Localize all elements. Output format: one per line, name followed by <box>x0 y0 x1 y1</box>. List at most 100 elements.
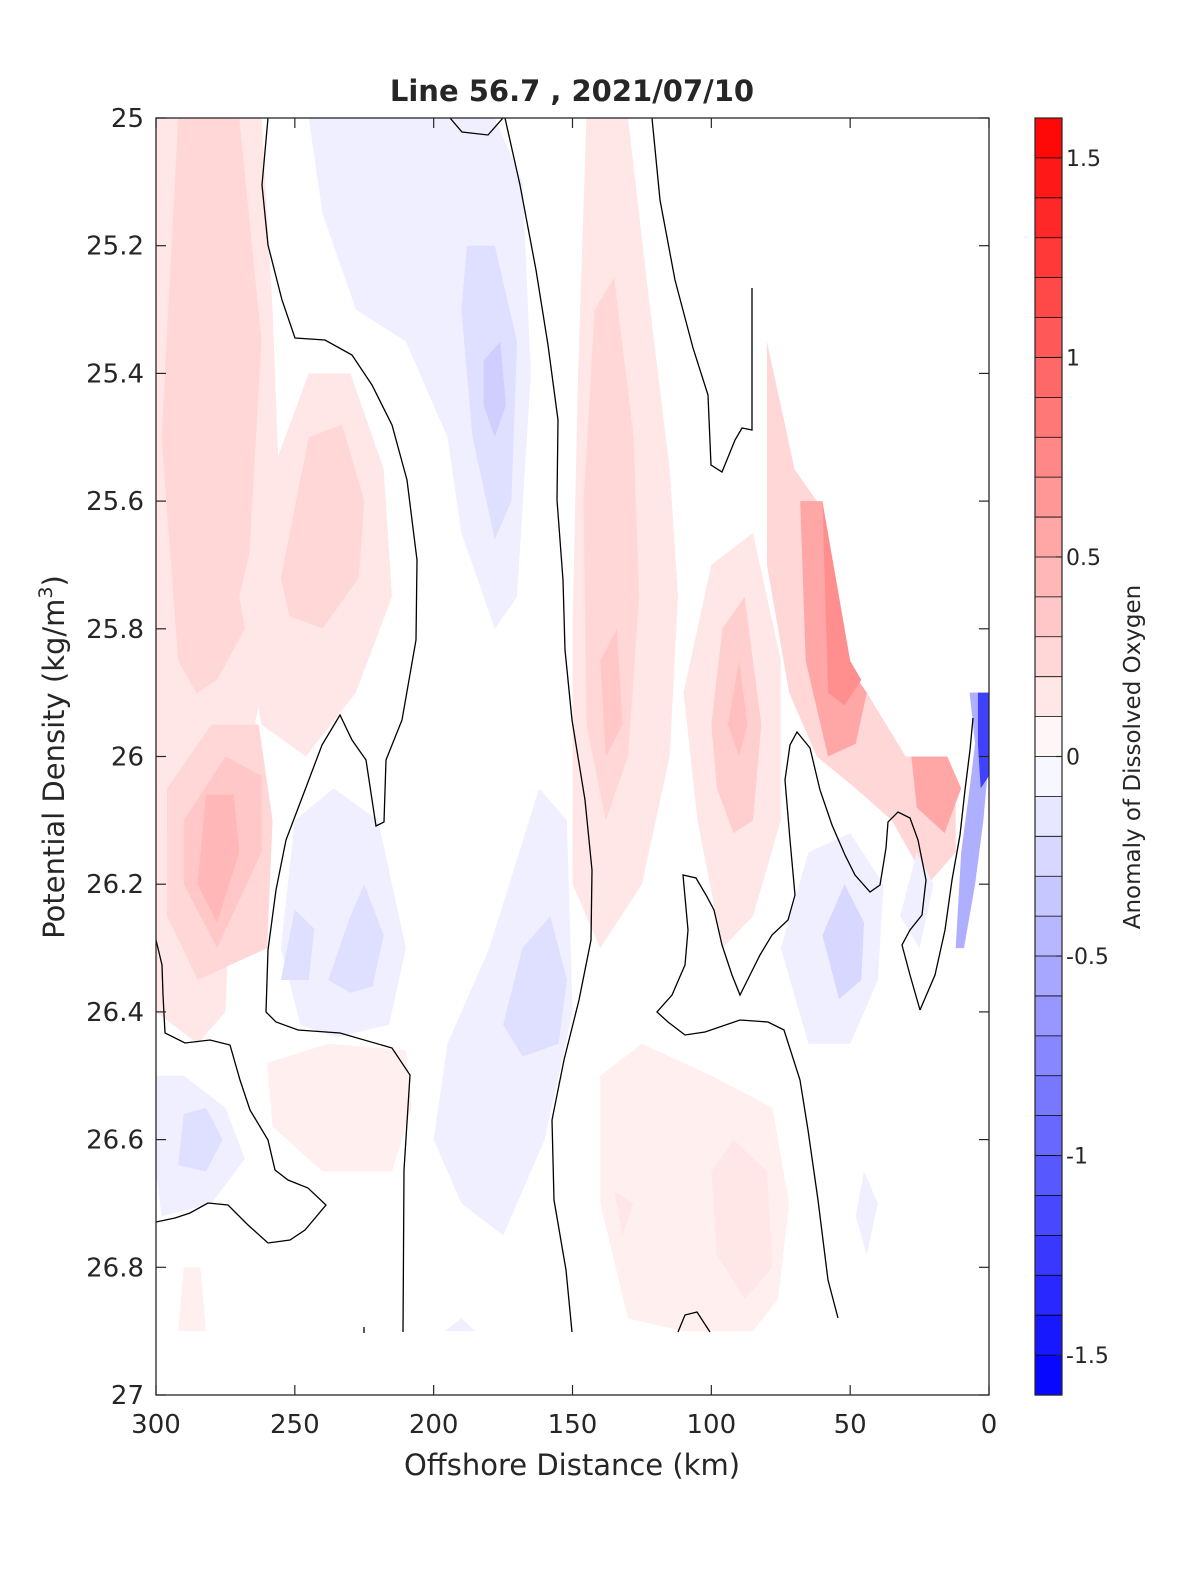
colorbar-band <box>1035 956 1062 997</box>
x-tick-label: 100 <box>687 1410 737 1440</box>
x-tick-label: 300 <box>131 1410 181 1440</box>
anomaly-region <box>822 884 864 1000</box>
anomaly-region <box>444 1318 476 1332</box>
colorbar-tick-label: 1.5 <box>1066 147 1101 172</box>
y-tick-label: 26.2 <box>86 870 144 900</box>
y-tick-label: 27 <box>111 1381 144 1411</box>
colorbar-band <box>1035 517 1062 558</box>
y-tick-label: 25.6 <box>86 487 144 517</box>
colorbar-tick-label: -1.5 <box>1066 1344 1109 1369</box>
x-tick-label: 0 <box>981 1410 998 1440</box>
anomaly-region <box>178 1107 223 1172</box>
x-axis: 300 250 200 150 100 50 0 <box>131 118 997 1440</box>
y-tick-label: 25 <box>111 104 144 134</box>
zero-contour-line <box>504 118 593 1333</box>
anomaly-region <box>161 118 262 706</box>
anomaly-region <box>433 788 573 1236</box>
y-axis-label-end: ) <box>37 575 71 586</box>
zero-contour-line <box>919 717 974 1011</box>
anomaly-region <box>614 1190 634 1236</box>
y-tick-label: 25.2 <box>86 232 144 262</box>
y-tick-label: 26 <box>111 743 144 773</box>
zero-contour-line <box>261 118 418 1333</box>
colorbar-band <box>1035 1275 1062 1316</box>
anomaly-region <box>911 756 962 834</box>
colorbar-band <box>1035 1235 1062 1276</box>
y-axis-label-main: Potential Density (kg/m <box>37 599 71 939</box>
colorbar-band <box>1035 556 1062 598</box>
colorbar-band <box>1035 1155 1062 1197</box>
y-axis-label: Potential Density (kg/m3) <box>35 575 71 939</box>
y-tick-label: 26.8 <box>86 1253 144 1283</box>
colorbar-label: Anomaly of Dissolved Oxygen <box>1120 585 1146 930</box>
colorbar-band <box>1035 916 1062 957</box>
zero-contour-line <box>651 118 753 473</box>
anomaly-region <box>822 501 862 706</box>
colorbar-band <box>1035 237 1062 279</box>
colorbar-tick-label: -1 <box>1066 1145 1088 1170</box>
x-tick-label: 50 <box>834 1410 867 1440</box>
colorbar-band <box>1035 357 1062 398</box>
y-tick-label: 26.4 <box>86 998 144 1028</box>
anomaly-region <box>280 909 315 980</box>
colorbar-band <box>1035 397 1062 438</box>
colorbar-band <box>1035 1195 1062 1236</box>
anomaly-region <box>977 692 989 789</box>
colorbar-tick-label: 1 <box>1066 346 1080 371</box>
anomaly-region <box>711 1139 773 1300</box>
colorbar-tick-label: 0 <box>1066 746 1080 771</box>
x-tick-label: 150 <box>548 1410 598 1440</box>
anomaly-region <box>197 794 240 923</box>
colorbar-band <box>1035 676 1062 718</box>
colorbar-band <box>1035 836 1062 877</box>
colorbar-tick-label: -0.5 <box>1066 945 1109 970</box>
colorbar-tick-label: 0.5 <box>1066 546 1101 571</box>
colorbar-band <box>1035 995 1062 1037</box>
colorbar-band <box>1035 157 1062 199</box>
anomaly-region <box>178 1267 206 1332</box>
colorbar-band <box>1035 1115 1062 1157</box>
colorbar-band <box>1035 1355 1062 1396</box>
zero-contour-line <box>156 939 327 1244</box>
zero-contour-line <box>656 730 927 1319</box>
anomaly-region <box>766 341 956 885</box>
anomaly-region <box>267 1043 412 1172</box>
colorbar-band <box>1035 716 1062 758</box>
colorbar-band <box>1035 876 1062 917</box>
y-tick-label: 25.8 <box>86 615 144 645</box>
x-tick-label: 250 <box>270 1410 320 1440</box>
x-tick-label: 200 <box>409 1410 459 1440</box>
zero-contour-line <box>677 1311 711 1333</box>
y-axis: 25 25.2 25.4 25.6 25.8 26 26.2 26.4 26.6 26.8 27 <box>86 104 989 1411</box>
colorbar-band <box>1035 477 1062 518</box>
colorbar-band <box>1035 437 1062 478</box>
colorbar-band <box>1035 1035 1062 1077</box>
colorbar-band <box>1035 796 1062 837</box>
anomaly-region <box>583 277 640 821</box>
colorbar-ticks: 1.5 1 0.5 0 -0.5 -1 -1.5 <box>1056 147 1109 1369</box>
colorbar-band <box>1035 118 1062 159</box>
colorbar-band <box>1035 197 1062 239</box>
colorbar-band <box>1035 636 1062 678</box>
colorbar-band <box>1035 277 1062 319</box>
colorbar-band <box>1035 596 1062 638</box>
colorbar-band <box>1035 317 1062 359</box>
y-tick-label: 25.4 <box>86 359 144 389</box>
colorbar <box>1034 117 1063 1396</box>
y-axis-label-superscript: 3 <box>35 586 57 598</box>
anomaly-region <box>855 1171 878 1255</box>
chart-title: Line 56.7 , 2021/07/10 <box>390 74 754 108</box>
anomaly-region <box>483 341 506 438</box>
anomaly-region <box>328 884 384 993</box>
zero-contours <box>156 118 974 1333</box>
anomaly-region <box>280 424 365 629</box>
anomaly-region <box>600 628 623 757</box>
x-axis-label: Offshore Distance (km) <box>404 1448 740 1482</box>
colorbar-band <box>1035 756 1062 798</box>
colorbar-band <box>1035 1315 1062 1356</box>
zero-contour-line <box>449 118 504 136</box>
anomaly-region <box>503 916 567 1057</box>
y-tick-label: 26.6 <box>86 1126 144 1156</box>
anomaly-field <box>156 118 989 1332</box>
